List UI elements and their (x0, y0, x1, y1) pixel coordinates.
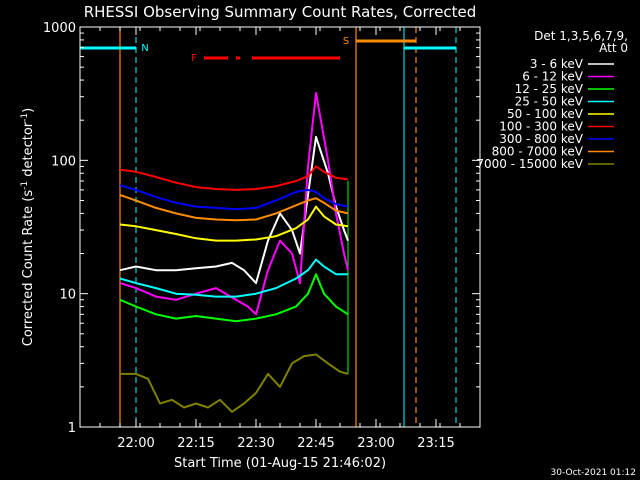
y-tick-label: 100 (51, 154, 76, 169)
y-tick-label: 1 (68, 421, 76, 436)
y-tick-label: 10 (59, 288, 76, 303)
series-line-3 (119, 258, 348, 298)
generation-timestamp: 30-Oct-2021 01:12 (551, 468, 636, 478)
legend-entry-label: 6 - 12 keV (522, 70, 584, 84)
x-tick-label: 23:00 (357, 436, 394, 451)
y-axis-label-main: Corrected Count Rate (s (21, 190, 36, 347)
legend-entry-label: 100 - 300 keV (499, 120, 583, 134)
legend-entry-label: 800 - 7000 keV (492, 145, 584, 159)
legend-entry-label: 50 - 100 keV (507, 107, 584, 121)
y-axis-label-end: ) (21, 108, 36, 113)
series-line-1 (119, 92, 349, 316)
legend-title-detectors: Det 1,3,5,6,7,9, (534, 29, 628, 43)
series-line-2 (119, 273, 349, 323)
series-line-5 (119, 165, 349, 191)
y-axis-label-mid: detector (21, 121, 36, 181)
observing-flags: N S F (79, 27, 457, 427)
y-axis-label-sup1: -1 (20, 181, 30, 190)
y-axis-label-sup2: -1 (20, 113, 30, 122)
x-axis-ticks: 22:00 22:15 22:30 22:45 23:00 23:15 (99, 27, 461, 451)
legend-entry-label: 300 - 800 keV (499, 132, 583, 146)
legend-title-attenuator: Att 0 (599, 41, 628, 55)
y-axis-ticks: 1 10 100 1000 (43, 21, 480, 436)
data-series (119, 92, 349, 413)
legend-entry-label: 3 - 6 keV (530, 57, 584, 71)
flare-flag-label: F (191, 53, 197, 64)
x-tick-label: 22:45 (297, 436, 334, 451)
saa-flag-label: S (343, 36, 349, 47)
y-axis-label: Corrected Count Rate (s-1 detector-1) (20, 108, 36, 346)
x-tick-label: 23:15 (417, 436, 454, 451)
x-tick-label: 22:15 (177, 436, 214, 451)
series-line-7 (119, 194, 349, 222)
series-line-8 (120, 353, 349, 413)
series-line-4 (119, 205, 349, 242)
legend-entry-label: 25 - 50 keV (515, 95, 584, 109)
x-axis-label: Start Time (01-Aug-15 21:46:02) (174, 456, 386, 471)
x-tick-label: 22:00 (117, 436, 154, 451)
legend-entry-label: 7000 - 15000 keV (476, 157, 583, 171)
series-line-6 (119, 184, 349, 211)
chart-title: RHESSI Observing Summary Count Rates, Co… (84, 3, 477, 21)
legend-entry-label: 12 - 25 keV (515, 82, 584, 96)
y-tick-label: 1000 (43, 21, 76, 36)
night-flag-label: N (141, 43, 148, 54)
x-tick-label: 22:30 (237, 436, 274, 451)
